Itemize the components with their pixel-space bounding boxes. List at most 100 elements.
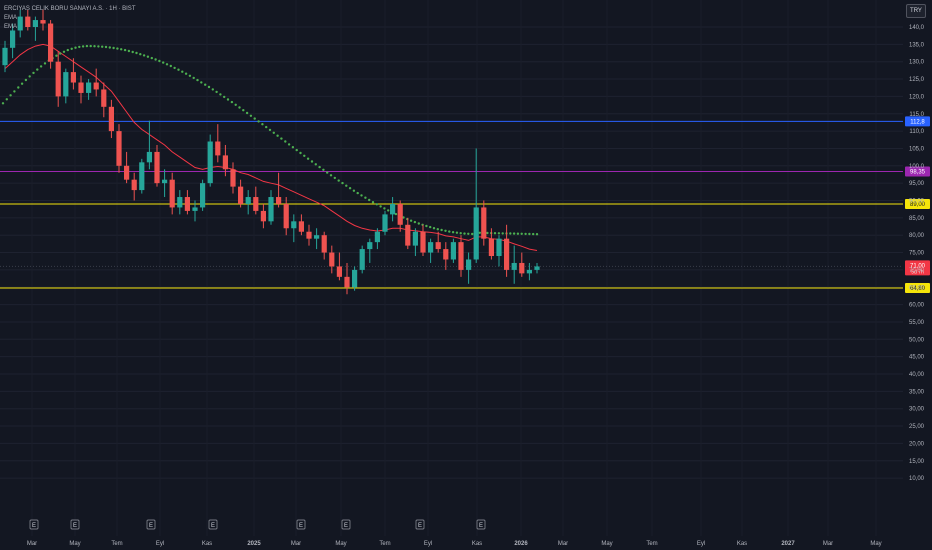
candle-body xyxy=(63,72,69,97)
ema-slow-dot xyxy=(318,165,321,169)
x-tick-label: Eyl xyxy=(697,541,705,547)
y-tick-label: 75,00 xyxy=(909,251,925,257)
ema-slow-dot xyxy=(173,66,176,70)
ema-slow-dot xyxy=(101,45,104,48)
candle-body xyxy=(336,266,342,277)
ema-slow-dot xyxy=(200,81,203,84)
y-tick-label: 40,00 xyxy=(909,372,925,378)
candle-body xyxy=(359,249,365,270)
ema-slow-dot xyxy=(13,90,16,93)
candle-body xyxy=(238,186,244,204)
ema-slow-dot xyxy=(303,154,306,157)
earnings-marker xyxy=(146,519,156,530)
ema-slow-dot xyxy=(478,231,481,234)
earnings-marker xyxy=(415,519,425,530)
ema-slow-dot xyxy=(402,216,405,219)
ema-slow-dot xyxy=(97,45,100,48)
x-tick-label: May xyxy=(601,541,612,547)
ema-fast-label[interactable]: EMA xyxy=(4,15,18,21)
candle-body xyxy=(40,20,46,24)
ema-slow-dot xyxy=(322,168,325,171)
candle-body xyxy=(253,197,259,211)
candle-body xyxy=(367,242,373,250)
ema-slow-dot xyxy=(394,212,398,216)
level-tag-label: 98,35 xyxy=(910,170,926,176)
candle-body xyxy=(124,165,130,180)
ema-slow-dot xyxy=(341,181,344,185)
candle-body xyxy=(200,183,206,208)
candle-body xyxy=(55,61,61,97)
ema-slow-dot xyxy=(448,230,451,233)
candle-body xyxy=(48,23,54,62)
grid xyxy=(0,26,903,479)
candle-body xyxy=(245,197,251,204)
candle-body xyxy=(352,269,358,288)
ema-slow-dot xyxy=(123,48,127,52)
candle-body xyxy=(131,179,137,191)
candle-body xyxy=(428,242,434,253)
candle-body xyxy=(534,266,540,270)
x-tick-label: Tem xyxy=(379,541,390,547)
y-tick-label: 20,00 xyxy=(909,441,925,447)
ema-slow-dot xyxy=(486,231,489,235)
ema-slow-dot xyxy=(516,232,520,235)
ema-slow-label[interactable]: EMA xyxy=(4,24,18,30)
currency-button[interactable]: TRY xyxy=(906,4,926,18)
ema-slow-dot xyxy=(429,225,432,229)
y-tick-label: 95,00 xyxy=(909,181,925,187)
candle-body xyxy=(260,210,266,222)
ema-slow-dot xyxy=(211,88,214,91)
ema-slow-dot xyxy=(375,203,378,206)
candle-body xyxy=(154,151,160,184)
ema-slow-dot xyxy=(409,219,413,222)
ema-slow-dot xyxy=(104,45,108,49)
earnings-marker-label: E xyxy=(418,523,422,529)
ema-slow-dot xyxy=(509,232,512,235)
candles xyxy=(2,9,540,295)
ema-slow-dot xyxy=(135,51,138,55)
candle-body xyxy=(488,238,494,257)
ema-slow-dot xyxy=(93,45,96,48)
x-tick-label: Eyl xyxy=(156,541,164,547)
ema-slow-dot xyxy=(108,46,112,49)
ema-slow-dot xyxy=(493,232,497,235)
level-tag-label: 64,80 xyxy=(910,286,926,292)
ema-slow-dot xyxy=(24,78,28,82)
ema-slow-dot xyxy=(242,109,245,112)
ema-slow-dot xyxy=(284,140,287,143)
symbol-title[interactable]: ERCIYAS CELIK BORU SANAYI A.S. · 1H · BI… xyxy=(4,6,136,12)
y-tick-label: 110,0 xyxy=(909,129,924,135)
ema-slow-dot xyxy=(181,70,184,73)
candle-body xyxy=(169,179,175,208)
candle-body xyxy=(230,169,236,187)
ema-fast-line xyxy=(4,43,538,251)
ema-slow-dot xyxy=(524,232,527,236)
level-tag-label: 89,00 xyxy=(910,202,926,208)
candle-body xyxy=(101,89,107,107)
current-price-tag xyxy=(905,260,930,276)
ema-slow-dot xyxy=(299,151,302,155)
ema-slow-dot xyxy=(226,98,230,101)
ema-slow-dot xyxy=(295,148,298,152)
ema-slow-dot xyxy=(333,176,336,180)
ema-slow-dot xyxy=(215,90,218,94)
y-tick-label: 115,0 xyxy=(909,112,924,118)
ema-slow-dot xyxy=(276,134,279,137)
candle-body xyxy=(268,197,274,222)
y-tick-label: 100,0 xyxy=(909,164,925,170)
candle-body xyxy=(450,242,456,260)
candle-body xyxy=(222,155,228,170)
candle-body xyxy=(321,235,327,253)
ema-slow-dot xyxy=(139,53,142,56)
ema-slow-dot xyxy=(43,62,47,65)
earnings-marker-label: E xyxy=(149,523,153,529)
ema-slow-dot xyxy=(142,54,146,57)
ema-slow-dot xyxy=(459,232,462,235)
ema-slow-dot xyxy=(150,56,153,60)
candle-body xyxy=(25,16,31,27)
ema-slow-dot xyxy=(265,125,268,129)
earnings-marker xyxy=(296,519,306,530)
ema-slow-dot xyxy=(425,224,428,228)
